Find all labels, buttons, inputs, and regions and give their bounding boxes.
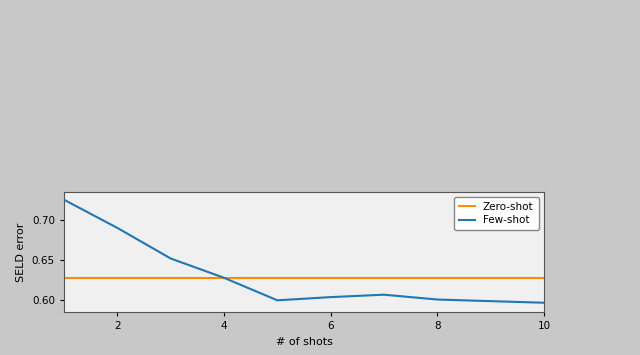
Few-shot bbox=[167, 256, 175, 261]
X-axis label: # of shots: # of shots bbox=[276, 337, 332, 347]
Few-shot bbox=[327, 295, 335, 299]
Few-shot bbox=[540, 301, 548, 305]
Legend: Zero-shot, Few-shot: Zero-shot, Few-shot bbox=[454, 197, 539, 230]
Few-shot bbox=[113, 226, 121, 230]
Zero-shot bbox=[60, 276, 68, 280]
Few-shot bbox=[60, 198, 68, 202]
Few-shot bbox=[380, 293, 388, 297]
Y-axis label: SELD error: SELD error bbox=[16, 222, 26, 282]
Few-shot bbox=[273, 298, 281, 302]
Zero-shot bbox=[7, 276, 15, 280]
Line: Few-shot: Few-shot bbox=[64, 200, 544, 303]
Few-shot bbox=[487, 299, 495, 303]
Few-shot bbox=[433, 297, 441, 302]
Few-shot bbox=[220, 276, 228, 280]
